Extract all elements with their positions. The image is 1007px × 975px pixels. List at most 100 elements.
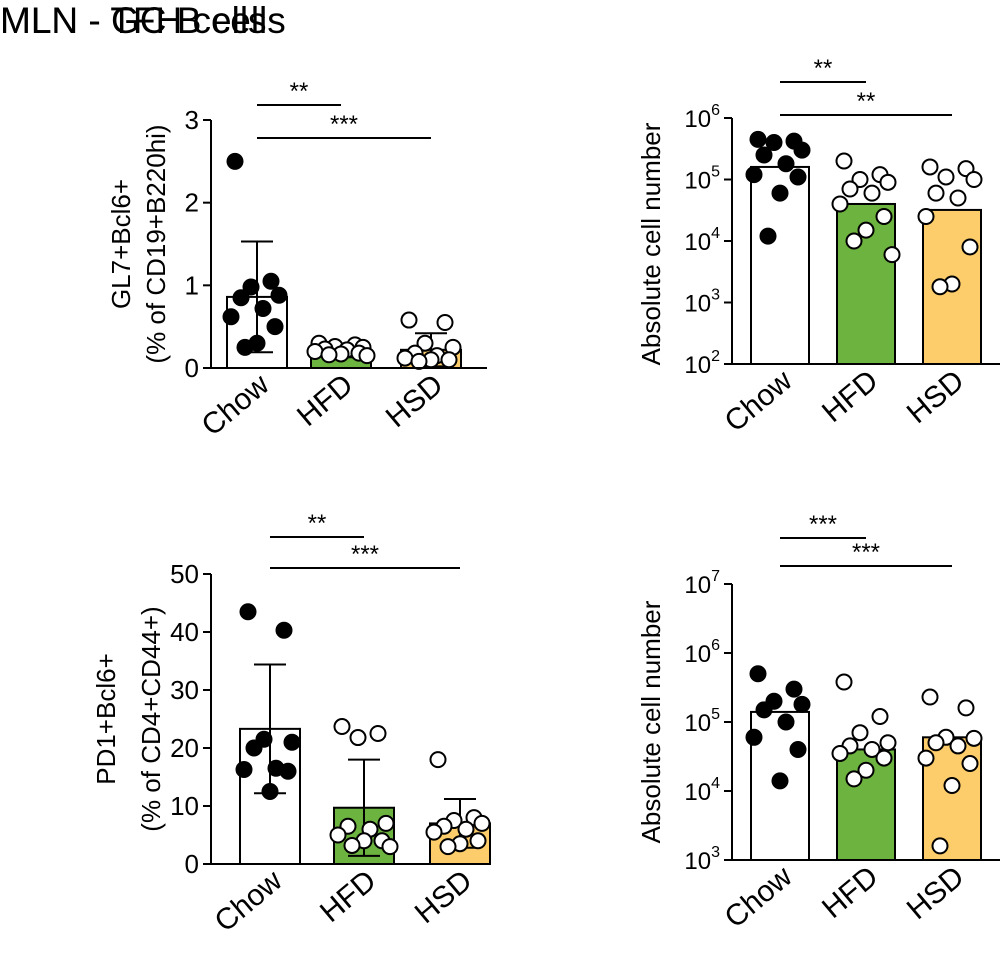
gc-absolute-group: 102 103 104 105 106 Chow HFD HSD Absolute cell n… [636, 55, 1000, 439]
tfh-section-title: MLN - TFH cells [0, 0, 267, 41]
gc-absolute-point-chow [749, 130, 767, 148]
tfh-percent-point-chow [283, 733, 301, 751]
gc-percent-point-chow [236, 338, 254, 356]
tfh-absolute-point-hsd [931, 837, 949, 855]
tfh-absolute-y-tick-label: 106 [684, 637, 720, 668]
gc-percent-x-tick-label-hsd: HSD [380, 368, 450, 434]
tfh-absolute-point-hfd [871, 708, 889, 726]
gc-absolute-point-hfd [863, 184, 881, 202]
gc-percent-y-tick-label: 1 [185, 270, 199, 300]
tfh-absolute-point-hfd [879, 734, 897, 752]
gc-absolute-y-tick-label: 104 [684, 225, 720, 256]
tfh-percent-significance-label: ** [308, 510, 327, 537]
gc-percent-point-hsd [396, 349, 414, 367]
tfh-absolute-point-chow [771, 772, 789, 790]
gc-absolute-y-tick-label: 105 [684, 164, 720, 195]
tfh-absolute-point-chow [789, 740, 807, 758]
tfh-absolute-significance-label: *** [852, 539, 880, 566]
gc-percent-y-axis-label: GL7+Bcl6+ [106, 179, 136, 309]
tfh-absolute-point-hsd [921, 688, 939, 706]
tfh-percent-point-hsd [473, 814, 491, 832]
gc-percent-point-chow [262, 272, 280, 290]
gc-percent-point-hsd [416, 334, 434, 352]
gc-absolute-point-chow [759, 227, 777, 245]
tfh-percent-x-tick-label-chow: Chow [209, 864, 289, 939]
gc-absolute-significance-label: ** [857, 88, 876, 115]
gc-percent-point-chow [270, 286, 288, 304]
tfh-percent-point-hsd [457, 820, 475, 838]
gc-percent-point-hsd [400, 311, 418, 329]
gc-absolute-point-chow [765, 133, 783, 151]
tfh-absolute-point-hfd [875, 749, 893, 767]
tfh-percent-y-tick-label: 10 [170, 791, 199, 821]
tfh-percent-point-hsd [469, 832, 487, 850]
gc-percent-y-tick-label: 0 [185, 353, 199, 383]
tfh-absolute-point-hfd [863, 740, 881, 758]
gc-absolute-y-tick-label: 103 [684, 287, 720, 318]
gc-absolute-point-chow [771, 184, 789, 202]
gc-percent-point-chow [232, 289, 250, 307]
gc-absolute-x-tick-label-chow: Chow [719, 364, 799, 439]
tfh-absolute-point-hfd [857, 761, 875, 779]
tfh-absolute-point-hfd [851, 724, 869, 742]
gc-percent-point-hfd [306, 342, 324, 360]
gc-percent-point-hsd [440, 351, 458, 369]
gc-percent-point-chow [266, 318, 284, 336]
gc-absolute-significance-label: ** [814, 55, 833, 82]
gc-absolute-point-hsd [917, 208, 935, 226]
tfh-absolute-y-tick-label: 104 [684, 775, 720, 806]
tfh-percent-point-hfd [369, 725, 387, 742]
gc-absolute-point-chow [755, 146, 773, 164]
tfh-percent-point-hsd [429, 751, 447, 769]
tfh-absolute-point-hfd [845, 770, 863, 788]
gc-absolute-point-hfd [851, 171, 869, 188]
tfh-percent-point-chow [239, 603, 257, 621]
tfh-absolute-x-tick-label-hsd: HSD [901, 860, 971, 926]
tfh-percent-point-hfd [343, 836, 361, 854]
tfh-percent-y-tick-label: 50 [170, 559, 199, 589]
gc-absolute-point-hsd [949, 189, 967, 207]
gc-absolute-point-hsd [927, 184, 945, 202]
gc-percent-point-chow [222, 308, 240, 326]
tfh-percent-point-hfd [333, 718, 351, 736]
tfh-absolute-point-hsd [917, 749, 935, 767]
gc-absolute-point-hfd [857, 221, 875, 239]
gc-percent-point-hfd [358, 347, 376, 365]
tfh-absolute-x-tick-label-chow: Chow [719, 860, 799, 935]
tfh-percent-y-axis-label: PD1+Bcl6+ [91, 653, 121, 785]
gc-absolute-y-tick-label: 102 [684, 348, 720, 379]
gc-absolute-point-hsd [961, 238, 979, 256]
gc-absolute-point-hfd [883, 246, 901, 264]
tfh-percent-point-chow [261, 783, 279, 800]
gc-percent-point-hsd [410, 352, 428, 370]
tfh-absolute-y-axis-label: Absolute cell number [636, 600, 666, 843]
tfh-percent-point-chow [275, 621, 293, 639]
gc-percent-y-tick-label: 2 [185, 188, 199, 218]
tfh-percent-point-chow [245, 739, 263, 757]
tfh-absolute-point-hsd [943, 777, 961, 795]
tfh-percent-y-axis-label-2: (% of CD4+CD44+) [136, 606, 166, 831]
gc-absolute-y-axis-label: Absolute cell number [636, 122, 666, 365]
gc-percent-group: 0 1 2 3 Chow HFD HSD GL7+Bcl6+ (% of CD19+B220hi… [106, 78, 487, 443]
gc-absolute-point-chow [793, 141, 811, 159]
gc-absolute-point-hfd [879, 173, 897, 191]
tfh-percent-point-chow [235, 760, 253, 778]
gc-absolute-point-hsd [965, 171, 983, 188]
gc-percent-y-tick-label: 3 [185, 105, 199, 135]
gc-absolute-point-hfd [845, 232, 863, 250]
gc-absolute-point-hfd [875, 208, 893, 226]
tfh-absolute-point-hfd [835, 673, 853, 691]
gc-absolute-point-chow [789, 168, 807, 186]
gc-percent-y-axis-label-2: (% of CD19+B220hi) [141, 124, 171, 363]
tfh-percent-point-hsd [425, 823, 443, 841]
tfh-absolute-point-hsd [927, 734, 945, 752]
tfh-absolute-group: 103 104 105 106 107 Chow HFD HSD Absolute cell n… [636, 511, 1000, 935]
tfh-absolute-point-chow [793, 695, 811, 713]
gc-percent-x-tick-label-hfd: HFD [291, 368, 359, 433]
tfh-percent-significance-label: *** [351, 541, 379, 568]
gc-absolute-point-hsd [931, 278, 949, 296]
gc-absolute-point-chow [777, 155, 795, 173]
tfh-absolute-y-tick-label: 103 [684, 844, 720, 875]
tfh-percent-y-tick-label: 0 [185, 849, 199, 879]
